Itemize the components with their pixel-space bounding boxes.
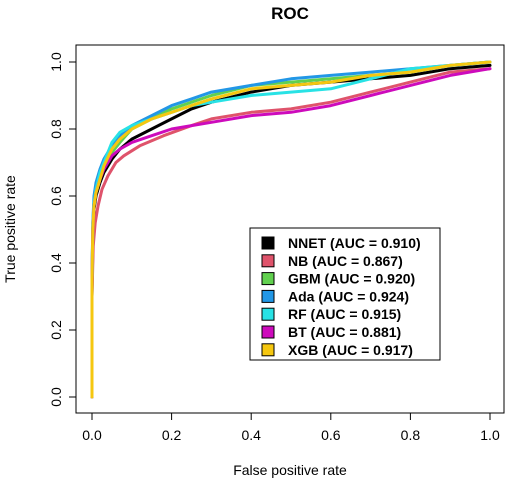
legend-swatch xyxy=(261,236,275,250)
x-axis: 0.0 0.2 0.4 0.6 0.8 1.0 xyxy=(82,412,500,443)
legend-label: GBM (AUC = 0.920) xyxy=(288,271,415,287)
y-tick-label: 0.8 xyxy=(48,119,64,139)
chart-title: ROC xyxy=(271,4,309,23)
y-tick-label: 1.0 xyxy=(48,52,64,72)
roc-curve-nb xyxy=(90,67,492,399)
legend-swatch xyxy=(261,325,275,339)
y-tick-label: 0.4 xyxy=(48,253,64,273)
legend-label: NB (AUC = 0.867) xyxy=(288,253,403,269)
legend-label: BT (AUC = 0.881) xyxy=(288,324,401,340)
y-tick-label: 0.6 xyxy=(48,186,64,206)
x-tick-label: 0.0 xyxy=(82,427,102,443)
x-axis-label: False positive rate xyxy=(233,462,347,478)
legend-box xyxy=(249,227,441,361)
legend-label: RF (AUC = 0.915) xyxy=(288,306,401,322)
legend-label: XGB (AUC = 0.917) xyxy=(288,342,413,358)
y-tick-label: 0.0 xyxy=(48,387,64,407)
y-axis: 0.0 0.2 0.4 0.6 0.8 1.0 xyxy=(48,52,77,407)
x-tick-label: 0.6 xyxy=(321,427,341,443)
x-tick-label: 0.2 xyxy=(162,427,182,443)
legend-swatch xyxy=(261,254,275,268)
legend-swatch xyxy=(261,272,275,286)
x-tick-label: 1.0 xyxy=(480,427,500,443)
roc-curve-xgb xyxy=(90,60,492,399)
legend-label: NNET (AUC = 0.910) xyxy=(288,235,421,251)
x-tick-label: 0.4 xyxy=(241,427,261,443)
legend-swatch xyxy=(261,343,275,357)
legend-swatch xyxy=(261,289,275,303)
y-axis-label: True positive rate xyxy=(2,175,18,283)
x-tick-label: 0.8 xyxy=(401,427,421,443)
legend: NNET (AUC = 0.910) NB (AUC = 0.867) GBM (A… xyxy=(249,227,441,361)
roc-curves xyxy=(90,60,492,399)
legend-swatch xyxy=(261,307,275,321)
legend-label: Ada (AUC = 0.924) xyxy=(288,288,409,304)
y-tick-label: 0.2 xyxy=(48,320,64,340)
